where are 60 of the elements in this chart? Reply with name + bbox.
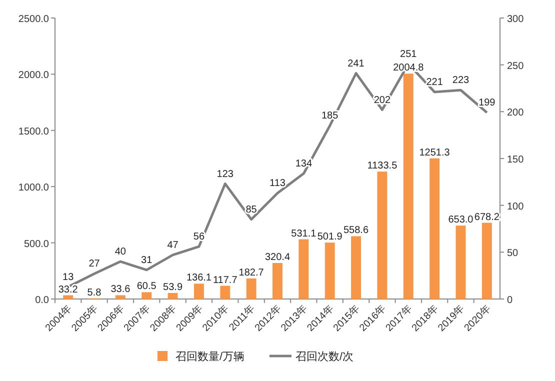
label: 85 (246, 204, 257, 216)
label: 60.5 (136, 281, 156, 292)
y2-tick-label: 250 (507, 60, 524, 72)
label: 136.1 (186, 272, 212, 284)
bar (220, 286, 230, 299)
label: 678.2 (474, 212, 500, 223)
y-tick-label: 2000.0 (18, 70, 50, 82)
label: 47 (167, 240, 178, 251)
bar (246, 278, 256, 299)
bar (482, 222, 492, 299)
y-tick-label: 1500.0 (18, 126, 50, 138)
y-tick-label: 1000.0 (18, 182, 50, 194)
bar (430, 158, 440, 299)
bar (194, 284, 204, 299)
label: 27 (88, 258, 100, 270)
y2-tick-label: 200 (507, 108, 524, 119)
bar (142, 292, 152, 299)
bar (456, 226, 466, 299)
bar (351, 236, 362, 299)
y2-tick-label: 150 (507, 154, 524, 166)
bar (115, 295, 126, 299)
label: 251 (400, 48, 417, 60)
bar (403, 74, 414, 299)
label: 1133.5 (367, 160, 398, 172)
label: 13 (62, 272, 74, 283)
y-tick-label: 0.0 (35, 295, 50, 306)
bar (272, 262, 282, 299)
bar (168, 292, 178, 299)
bar (324, 242, 335, 299)
bar (377, 172, 388, 299)
label: 33.2 (58, 284, 78, 296)
bar (63, 295, 74, 299)
label: 123 (216, 168, 234, 180)
label: 531.1 (291, 228, 316, 240)
label: 558.6 (344, 225, 369, 236)
legend-label: 召回次数/次 (296, 351, 354, 363)
y-tick-label: 500.0 (24, 238, 50, 250)
label: 223 (452, 75, 470, 86)
y-tick-label: 2500.0 (18, 14, 50, 25)
label: 221 (426, 77, 443, 88)
legend-label: 召回数量/万辆 (176, 351, 245, 363)
label: 653.0 (448, 214, 474, 226)
y2-tick-label: 100 (507, 201, 524, 212)
label: 53.9 (163, 282, 183, 293)
label: 5.8 (87, 287, 102, 298)
label: 199 (478, 98, 496, 109)
label: 117.7 (213, 274, 238, 286)
label: 182.7 (238, 267, 264, 278)
y2-tick-label: 50 (507, 248, 519, 260)
label: 31 (141, 254, 152, 266)
label: 1251.3 (419, 147, 450, 158)
label: 501.9 (317, 232, 342, 243)
y2-tick-label: 300 (507, 14, 524, 25)
y2-tick-label: 0 (507, 295, 513, 306)
label: 40 (114, 246, 126, 258)
label: 33.6 (110, 284, 130, 296)
label: 113 (270, 178, 286, 190)
label: 320.4 (264, 252, 290, 263)
label: 241 (348, 58, 364, 70)
bar (298, 239, 309, 299)
